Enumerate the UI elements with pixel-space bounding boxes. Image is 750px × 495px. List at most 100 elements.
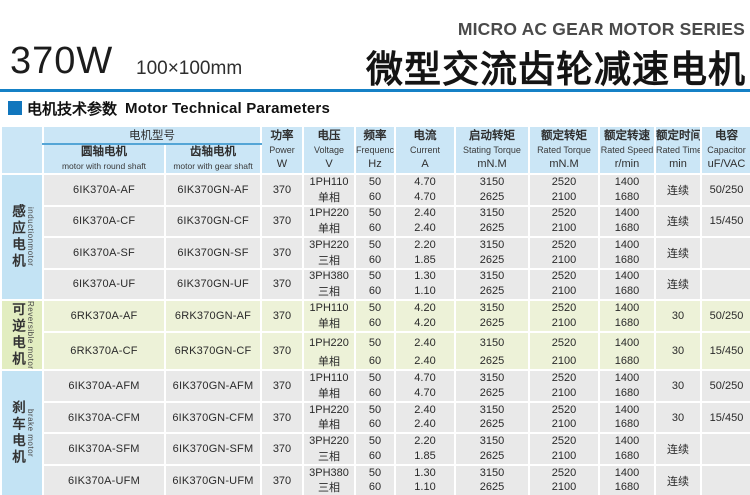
rated-time-cell: 连续: [654, 173, 701, 206]
current-cell: 2.40: [394, 401, 455, 417]
rated-torque-cell: 2520: [528, 267, 599, 283]
voltage-cell: 3PH380: [302, 464, 355, 480]
frequency-cell: 60: [354, 220, 395, 237]
phase-cell: 单相: [302, 314, 355, 332]
frequency-cell: 60: [354, 188, 395, 206]
rated-speed-cell: 1680: [598, 416, 655, 434]
gear-model-cell: 6IK370GN-UF: [164, 267, 261, 300]
current-cell: 1.30: [394, 464, 455, 480]
rated-torque-cell: 2100: [528, 283, 599, 300]
table-row: 6IK370A-CF 6IK370GN-CF 370 1PH220 50 2.4…: [1, 204, 750, 237]
divider-rule: [0, 89, 750, 92]
gear-model-cell: 6IK370GN-AFM: [164, 369, 261, 402]
rated-torque-cell: 2100: [528, 384, 599, 402]
current-cell: 2.40: [394, 220, 455, 237]
frequency-cell: 50: [354, 204, 395, 220]
stating-torque-cell: 3150: [454, 432, 529, 448]
power-cell: 370: [260, 267, 303, 300]
capacitor-cell: 15/450: [700, 330, 750, 371]
rated-torque-cell: 2100: [528, 251, 599, 269]
rated-torque-cell: 2520: [528, 299, 599, 315]
rated-speed-cell: 1400: [598, 173, 655, 189]
table-row: 6IK370A-CFM 6IK370GN-CFM 370 1PH220 50 2…: [1, 400, 750, 434]
current-cell: 1.30: [394, 267, 455, 283]
rated-speed-cell: 1400: [598, 401, 655, 417]
stating-torque-cell: 3150: [454, 369, 529, 385]
table-row: 6IK370A-SFM 6IK370GN-SFM 370 3PH220 50 2…: [1, 432, 750, 465]
rated-torque-cell: 2520: [528, 330, 599, 354]
round-model-cell: 6IK370A-CF: [42, 204, 165, 237]
current-cell: 1.85: [394, 251, 455, 269]
rated-speed-cell: 1680: [598, 384, 655, 402]
table-subrow: 单相 60 2.40 2625 2100 1680: [1, 416, 750, 434]
rated-torque-cell: 2520: [528, 204, 599, 220]
rated-speed-cell: 1680: [598, 447, 655, 465]
header-frequency: 频率 Frequency Hz: [354, 127, 395, 174]
frequency-cell: 60: [354, 479, 395, 495]
current-cell: 2.20: [394, 432, 455, 448]
stating-torque-cell: 2625: [454, 353, 529, 371]
power-cell: 370: [260, 463, 303, 495]
table-subrow: 单相 60 4.20 2625 2100 1680: [1, 314, 750, 332]
stating-torque-cell: 2625: [454, 251, 529, 269]
capacitor-cell: [700, 463, 750, 495]
stating-torque-cell: 2625: [454, 314, 529, 332]
power-cell: 370: [260, 330, 303, 371]
round-model-cell: 6IK370A-AF: [42, 173, 165, 206]
rated-speed-cell: 1400: [598, 204, 655, 220]
capacitor-cell: [700, 432, 750, 465]
stating-torque-cell: 2625: [454, 447, 529, 465]
stating-torque-cell: 2625: [454, 479, 529, 495]
frequency-cell: 60: [354, 353, 395, 371]
frame-size: 100×100mm: [136, 58, 243, 79]
round-model-cell: 6IK370A-UF: [42, 267, 165, 300]
rated-time-cell: 30: [654, 400, 701, 434]
rated-torque-cell: 2520: [528, 236, 599, 252]
header-current: 电流 Current A: [394, 127, 455, 174]
rated-speed-cell: 1400: [598, 299, 655, 315]
rated-torque-cell: 2520: [528, 432, 599, 448]
voltage-cell: 3PH220: [302, 432, 355, 448]
frequency-cell: 50: [354, 173, 395, 189]
frequency-cell: 50: [354, 299, 395, 315]
capacitor-cell: [700, 236, 750, 269]
gear-model-cell: 6RK370GN-CF: [164, 330, 261, 371]
gear-model-cell: 6IK370GN-CF: [164, 204, 261, 237]
round-model-cell: 6IK370A-SFM: [42, 432, 165, 465]
table-subrow: 三相 60 1.85 2625 2100 1680: [1, 447, 750, 465]
section-title-zh: 电机技术参数: [27, 100, 118, 118]
phase-cell: 三相: [302, 251, 355, 269]
phase-cell: 单相: [302, 384, 355, 402]
frequency-cell: 50: [354, 401, 395, 417]
rated-speed-cell: 1400: [598, 330, 655, 354]
voltage-cell: 3PH380: [302, 267, 355, 283]
rated-torque-cell: 2100: [528, 188, 599, 206]
gear-model-cell: 6IK370GN-CFM: [164, 400, 261, 434]
frequency-cell: 50: [354, 330, 395, 354]
round-model-cell: 6IK370A-UFM: [42, 463, 165, 495]
capacitor-cell: 15/450: [700, 204, 750, 237]
rated-speed-cell: 1680: [598, 353, 655, 371]
current-cell: 1.85: [394, 447, 455, 465]
frequency-cell: 60: [354, 416, 395, 434]
frequency-cell: 60: [354, 447, 395, 465]
section-title-en: Motor Technical Parameters: [125, 99, 331, 117]
stating-torque-cell: 3150: [454, 401, 529, 417]
rated-speed-cell: 1400: [598, 369, 655, 385]
power-cell: 370: [260, 236, 303, 269]
frequency-cell: 50: [354, 267, 395, 283]
power-cell: 370: [260, 400, 303, 434]
rated-time-cell: 连续: [654, 236, 701, 269]
current-cell: 4.70: [394, 369, 455, 385]
current-cell: 1.10: [394, 283, 455, 300]
phase-cell: 单相: [302, 220, 355, 237]
gear-model-cell: 6IK370GN-UFM: [164, 463, 261, 495]
rated-speed-cell: 1400: [598, 267, 655, 283]
rated-speed-cell: 1680: [598, 251, 655, 269]
phase-cell: 三相: [302, 479, 355, 495]
frequency-cell: 60: [354, 314, 395, 332]
gear-model-cell: 6IK370GN-AF: [164, 173, 261, 206]
table-row: 刹车电机 brake motor 6IK370A-AFM 6IK370GN-AF…: [0, 369, 750, 495]
rated-time-cell: 连续: [654, 463, 701, 495]
stating-torque-cell: 3150: [454, 204, 529, 220]
